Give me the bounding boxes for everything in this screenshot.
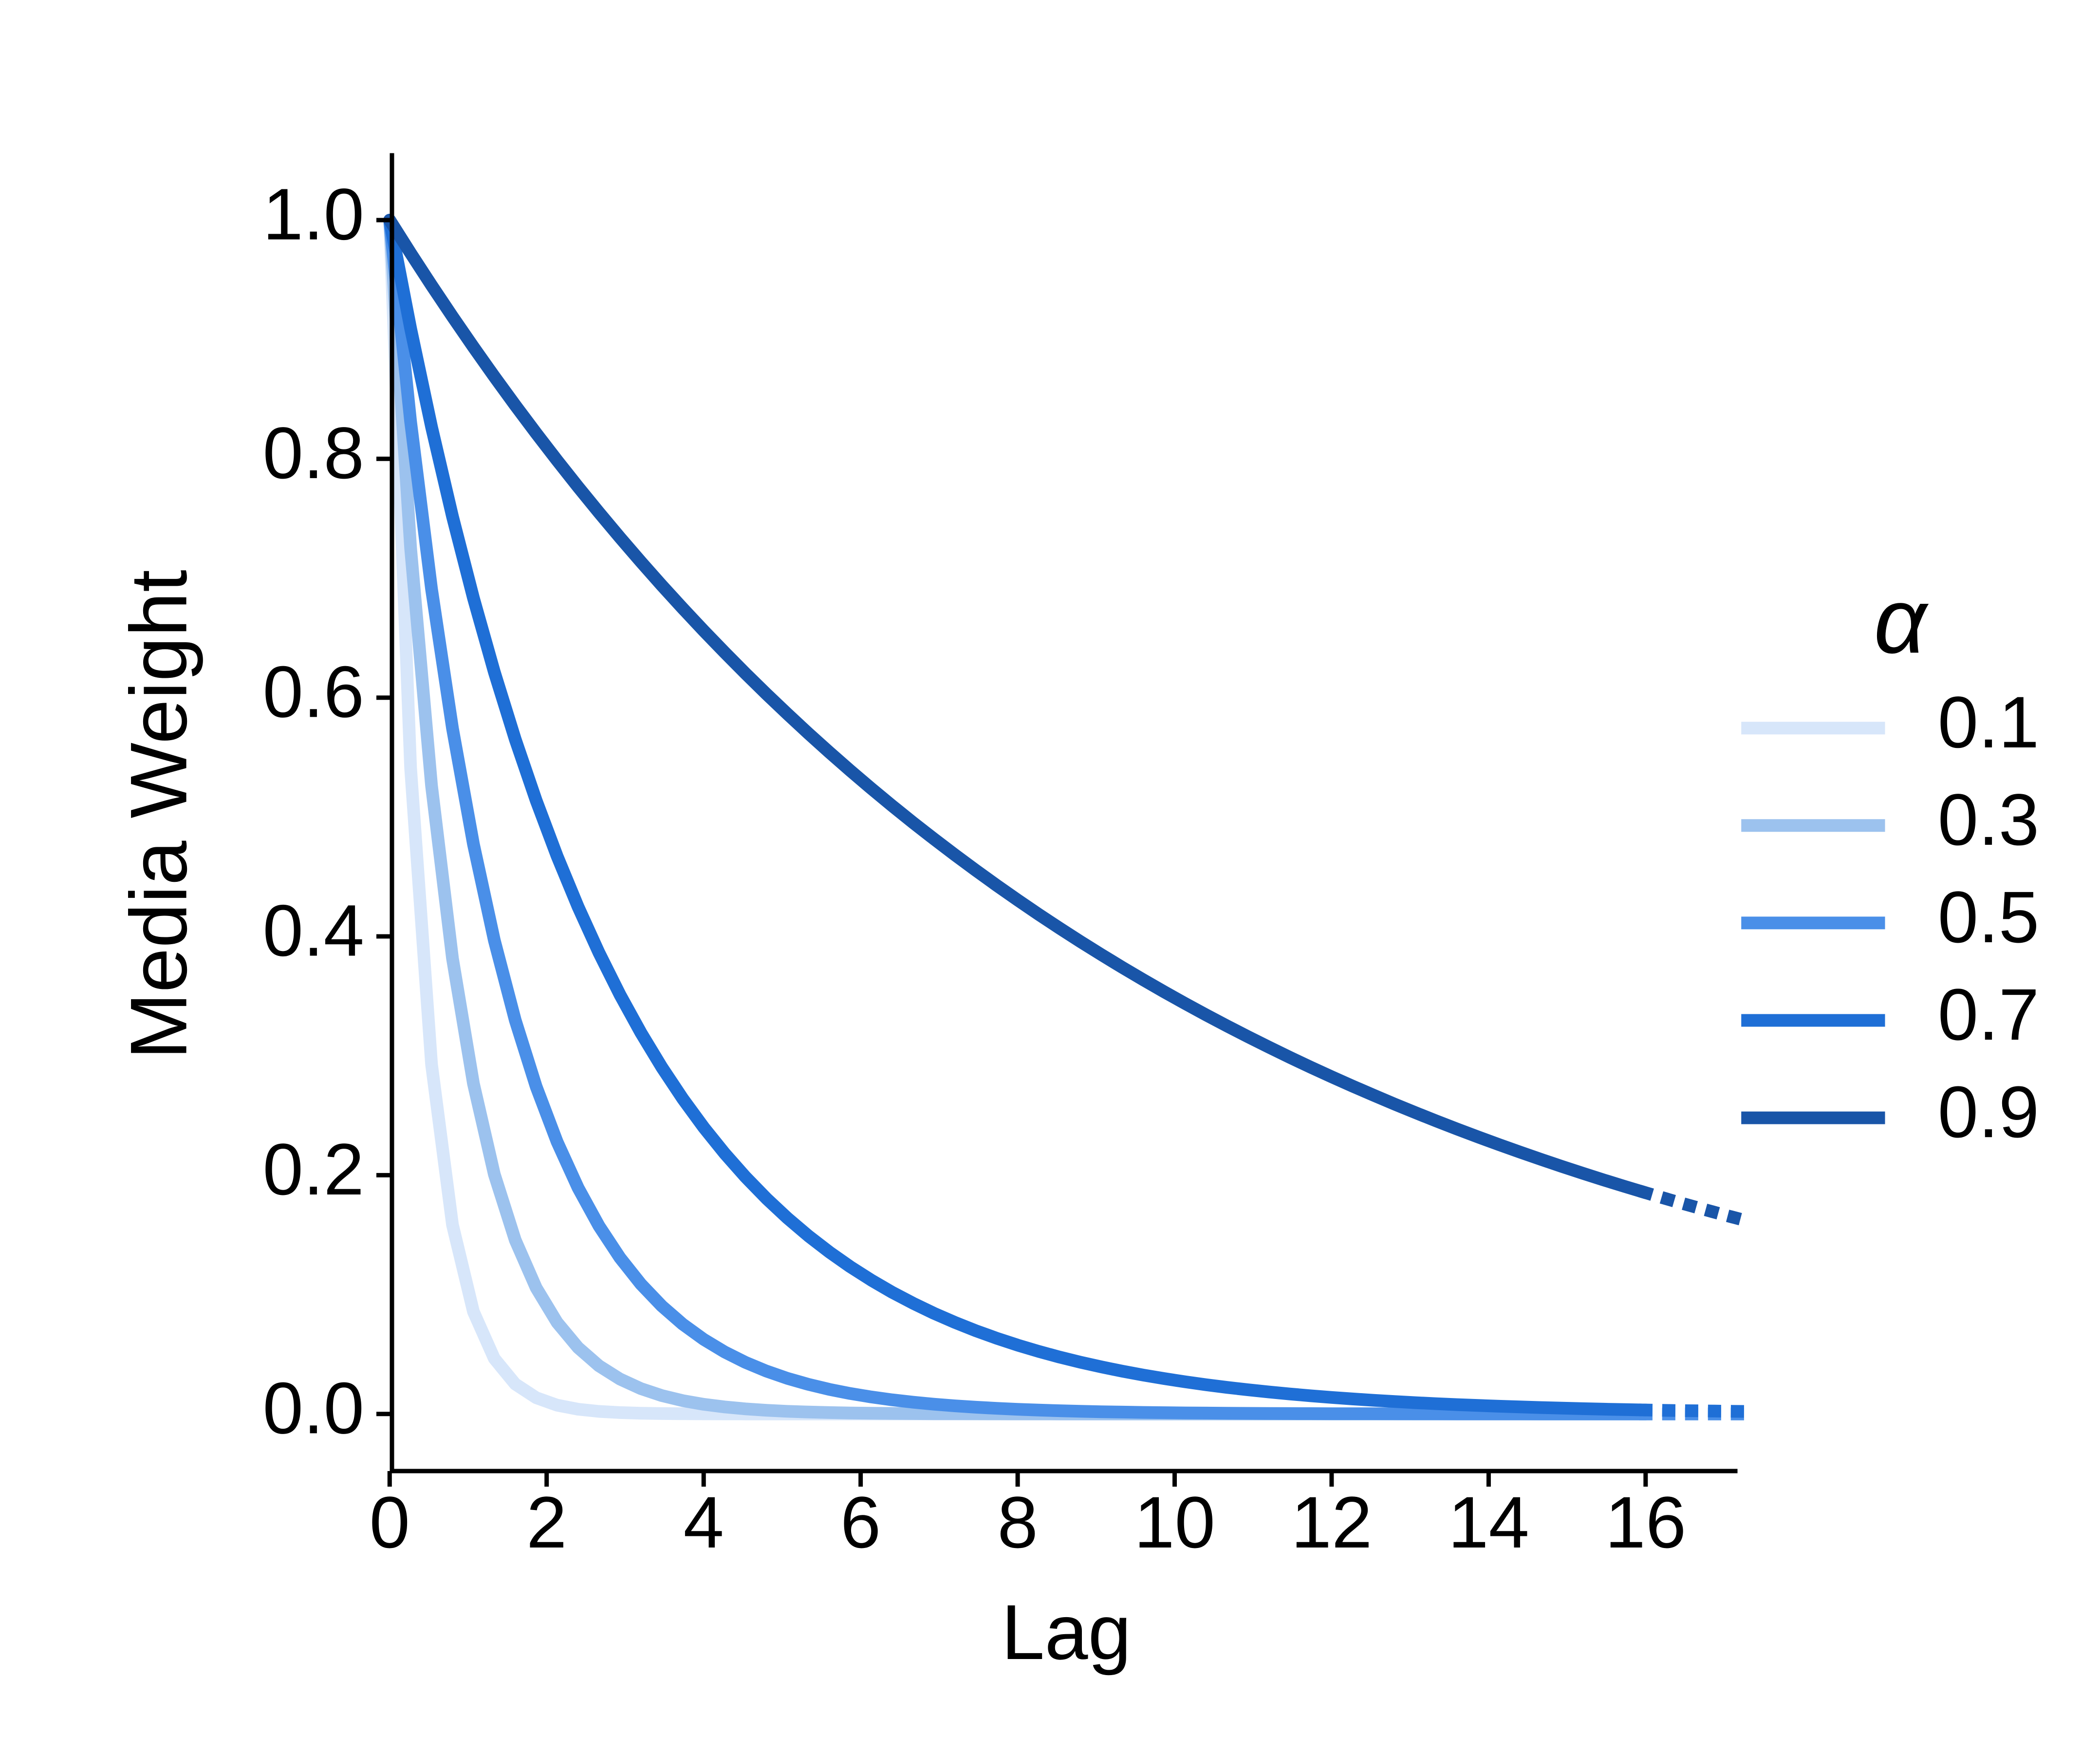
- svg-text:Media Weight: Media Weight: [114, 570, 204, 1060]
- svg-text:12: 12: [1291, 1481, 1372, 1563]
- svg-text:Lag: Lag: [1002, 1588, 1132, 1676]
- svg-text:0.2: 0.2: [262, 1128, 364, 1210]
- svg-text:0.3: 0.3: [1938, 779, 2040, 860]
- svg-text:2: 2: [526, 1481, 567, 1563]
- svg-text:0.5: 0.5: [1938, 876, 2040, 958]
- svg-text:16: 16: [1605, 1481, 1686, 1563]
- svg-text:0.4: 0.4: [262, 890, 364, 971]
- svg-text:0: 0: [370, 1481, 410, 1563]
- svg-text:0.0: 0.0: [262, 1367, 364, 1449]
- svg-text:0.7: 0.7: [1938, 973, 2040, 1055]
- svg-text:10: 10: [1134, 1481, 1215, 1563]
- svg-text:4: 4: [683, 1481, 724, 1563]
- svg-text:8: 8: [997, 1481, 1038, 1563]
- svg-text:0.9: 0.9: [1938, 1071, 2040, 1153]
- svg-text:14: 14: [1448, 1481, 1529, 1563]
- svg-text:0.6: 0.6: [262, 651, 364, 732]
- svg-text:6: 6: [840, 1481, 881, 1563]
- svg-text:1.0: 1.0: [262, 173, 364, 255]
- svg-text:0.8: 0.8: [262, 412, 364, 494]
- svg-text:0.1: 0.1: [1938, 681, 2040, 763]
- svg-text:α: α: [1874, 569, 1929, 672]
